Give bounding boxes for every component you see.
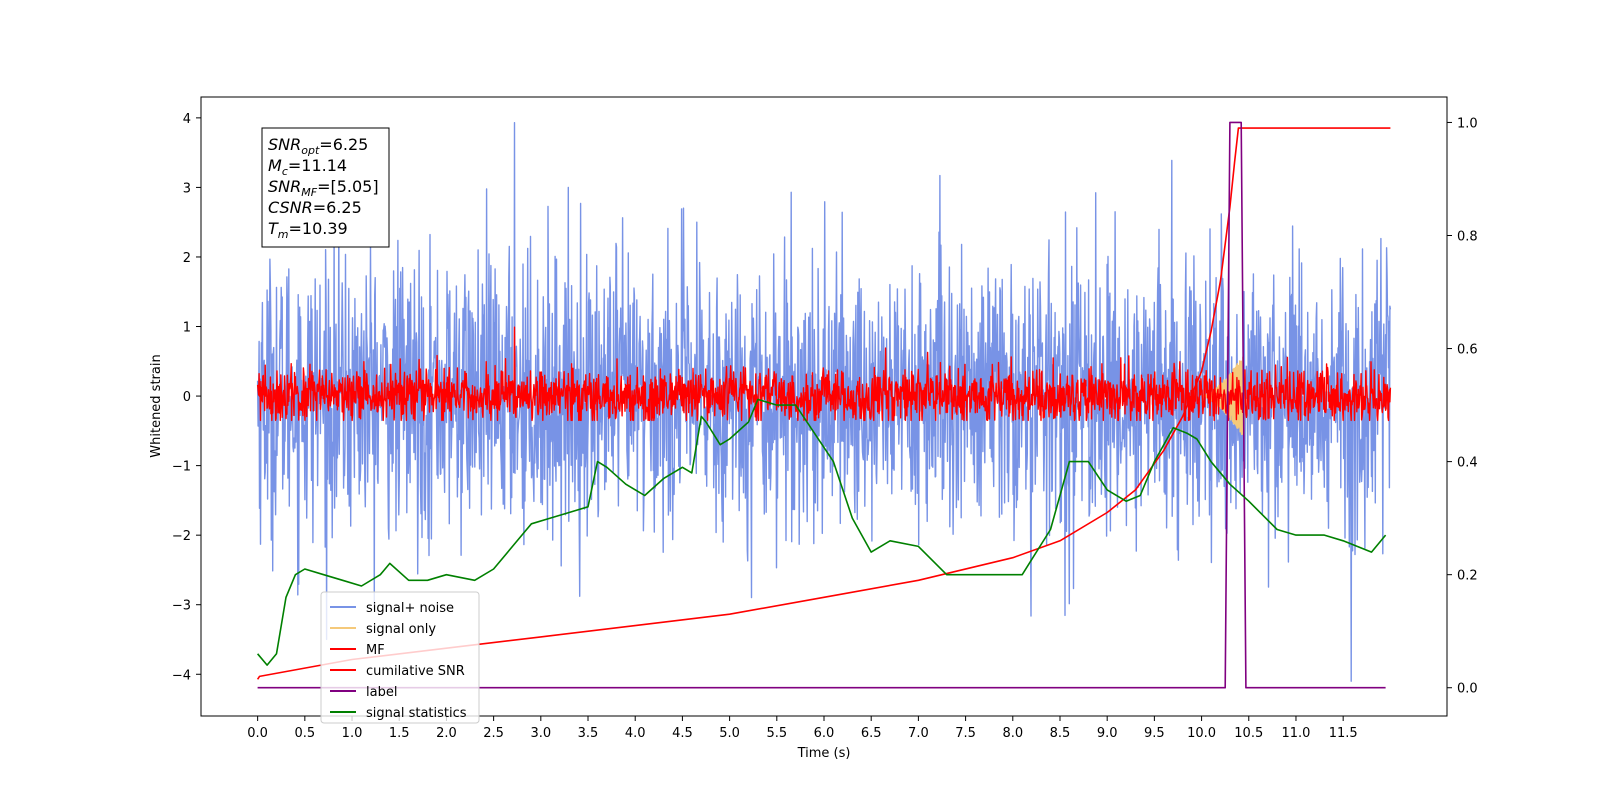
y2-tick-label: 1.0 — [1457, 116, 1478, 131]
series-signal-statistics — [256, 398, 1387, 666]
x-tick-label: 4.5 — [672, 726, 693, 741]
info-line: CSNR=6.25 — [268, 198, 362, 217]
y2-tick-label: 0.0 — [1457, 682, 1478, 697]
info-box-frame — [261, 127, 390, 248]
x-axis-label: Time (s) — [797, 746, 851, 761]
y2-tick-label: 0.8 — [1457, 229, 1478, 244]
y-tick-label: 4 — [183, 112, 191, 127]
x-tick-label: 5.0 — [719, 726, 740, 741]
y-tick-label: −1 — [172, 460, 191, 475]
series-signal-noise — [256, 122, 1392, 682]
legend-label: signal statistics — [366, 706, 467, 721]
legend-label: label — [366, 685, 397, 700]
info-line: Mc=11.14 — [268, 156, 347, 178]
y2-tick-label: 0.6 — [1457, 343, 1478, 358]
x-tick-label: 1.0 — [342, 726, 363, 741]
legend: signal+ noise signal only MF cumilative SNR… — [320, 591, 480, 724]
x-tick-label: 8.0 — [1002, 726, 1023, 741]
legend-label: signal+ noise — [366, 601, 454, 616]
x-tick-label: 1.5 — [389, 726, 410, 741]
y2-tick-label: 0.2 — [1457, 569, 1478, 584]
series-label — [257, 121, 1386, 689]
x-tick-label: 7.5 — [955, 726, 976, 741]
y-tick-label: −3 — [172, 599, 191, 614]
legend-label: MF — [366, 643, 385, 658]
y-axis-label: Whitened strain — [149, 354, 164, 457]
info-line: SNRMF=[5.05] — [268, 177, 379, 199]
y-tick-label: 0 — [183, 390, 191, 405]
x-tick-label: 10.0 — [1187, 726, 1216, 741]
y-tick-label: −2 — [172, 529, 191, 544]
x-tick-label: 6.0 — [814, 726, 835, 741]
axes-layer: 0.0 0.5 1.0 1.5 2.0 2.5 3.0 3.5 4.0 4.5 5.0 5.5 6.0 6… — [172, 112, 1478, 741]
x-tick-label: 11.5 — [1329, 726, 1358, 741]
x-tick-label: 11.0 — [1281, 726, 1310, 741]
y-tick-label: 1 — [183, 321, 191, 336]
y-tick-label: −4 — [172, 668, 191, 683]
legend-label: cumilative SNR — [366, 664, 465, 679]
x-tick-label: 7.0 — [908, 726, 929, 741]
x-tick-label: 0.5 — [294, 726, 315, 741]
legend-label: signal only — [366, 622, 436, 637]
x-tick-label: 6.5 — [861, 726, 882, 741]
series-cumilative-snr — [256, 127, 1391, 680]
x-tick-label: 4.0 — [625, 726, 646, 741]
legend-frame — [320, 591, 480, 724]
series-layer — [256, 121, 1392, 689]
info-line: Tm=10.39 — [268, 219, 348, 241]
y-tick-label: 3 — [183, 181, 191, 196]
y2-tick-label: 0.4 — [1457, 456, 1478, 471]
x-tick-label: 8.5 — [1050, 726, 1071, 741]
x-tick-label: 10.5 — [1234, 726, 1263, 741]
x-tick-label: 2.0 — [436, 726, 457, 741]
x-tick-label: 3.0 — [530, 726, 551, 741]
x-tick-label: 0.0 — [247, 726, 268, 741]
x-tick-label: 9.0 — [1097, 726, 1118, 741]
info-box: SNRopt=6.25Mc=11.14SNRMF=[5.05]CSNR=6.25… — [261, 127, 390, 248]
series-mf — [256, 326, 1392, 422]
y-tick-label: 2 — [183, 251, 191, 266]
info-line: SNRopt=6.25 — [268, 135, 368, 157]
x-tick-label: 9.5 — [1144, 726, 1165, 741]
x-tick-label: 3.5 — [578, 726, 599, 741]
x-tick-label: 5.5 — [766, 726, 787, 741]
x-tick-label: 2.5 — [483, 726, 504, 741]
